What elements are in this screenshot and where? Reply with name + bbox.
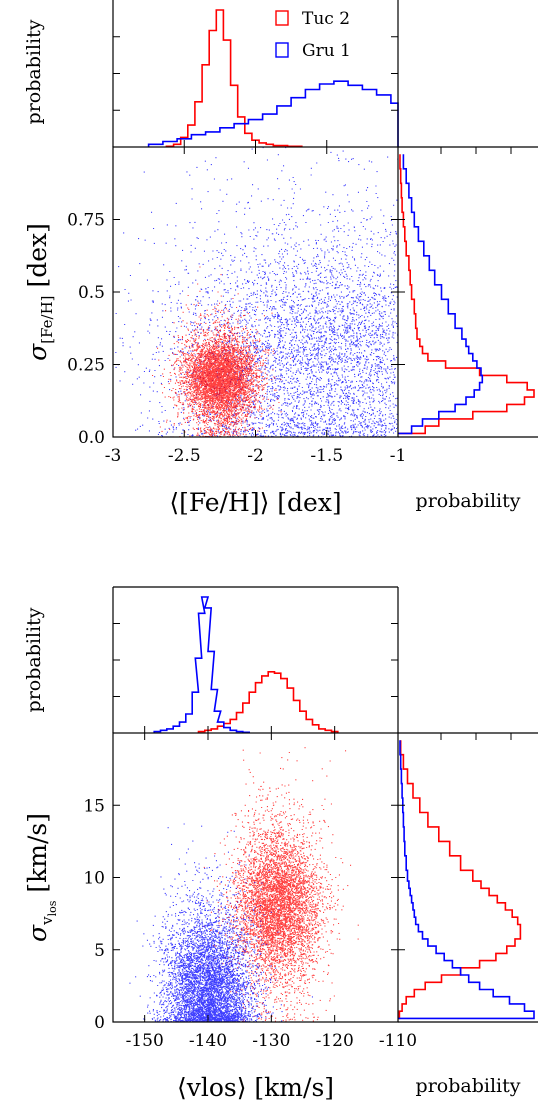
x-tick-label: -2 [247, 446, 264, 466]
y-axis-label: σvlos [km/s] [23, 813, 59, 942]
x-tick-label: -120 [316, 1031, 354, 1051]
x-axis-label: ⟨vlos⟩ [km/s] [177, 1073, 334, 1102]
scatter-gru-1-panel2 [129, 823, 313, 1022]
top-hist-gru-1 [153, 596, 250, 734]
legend-label: Gru 1 [302, 41, 351, 61]
x-tick-label: -1.5 [310, 446, 343, 466]
x-tick-label: -1 [390, 446, 407, 466]
top-hist-label: probability [23, 19, 45, 124]
legend-swatch [275, 42, 289, 58]
top-hist-tuc-2 [165, 9, 303, 148]
y-axis-label: σ[Fe/H] [dex] [23, 223, 56, 361]
legend-swatch [275, 10, 289, 26]
top-hist-tuc-2 [197, 671, 339, 733]
y-tick-label: 0.0 [78, 428, 105, 448]
top-hist-gru-1 [147, 80, 399, 147]
right-hist-tuc-2 [398, 740, 522, 1020]
y-tick-label: 10 [83, 869, 105, 889]
x-tick-label: -2.5 [168, 446, 201, 466]
scatter-tuc-2-panel2 [196, 747, 359, 1022]
hist-layer [147, 9, 535, 1020]
x-tick-label: -130 [252, 1031, 290, 1051]
right-hist-gru-1 [398, 154, 484, 435]
x-tick-label: -110 [379, 1031, 417, 1051]
y-tick-label: 5 [94, 941, 105, 961]
x-tick-label: -140 [189, 1031, 227, 1051]
scatter-tuc-2-panel1 [152, 266, 292, 437]
right-hist-label: probability [416, 1075, 521, 1097]
scatter-gru-1-panel1 [115, 147, 398, 437]
y-tick-label: 0.25 [67, 356, 105, 376]
top-hist-label: probability [23, 607, 45, 712]
top-hist-frame [112, 587, 399, 733]
x-tick-label: -150 [126, 1031, 164, 1051]
text-layer: -3 -2.5 -2 -1.5 -1 0.0 0.25 0.5 0.75 ⟨[Fe/H]⟩ [de… [23, 9, 521, 1102]
y-tick-label: 0.5 [78, 283, 105, 303]
y-tick-label: 0.75 [67, 211, 105, 231]
y-tick-label: 0 [94, 1013, 105, 1033]
x-tick-label: -3 [105, 446, 122, 466]
frame-layer [112, 0, 538, 1023]
legend: Tuc 2 Gru 1 [275, 9, 351, 61]
scatter-layer [115, 147, 398, 1022]
right-hist-frame [398, 146, 538, 438]
right-hist-tuc-2 [398, 154, 535, 435]
x-axis-label: ⟨[Fe/H]⟩ [dex] [169, 488, 341, 517]
main-plot-frame [112, 146, 399, 438]
y-tick-label: 15 [83, 796, 105, 816]
top-hist-frame [112, 0, 399, 147]
right-hist-frame [398, 732, 538, 1023]
right-hist-gru-1 [398, 740, 535, 1020]
right-hist-label: probability [416, 490, 521, 512]
legend-label: Tuc 2 [302, 9, 350, 29]
